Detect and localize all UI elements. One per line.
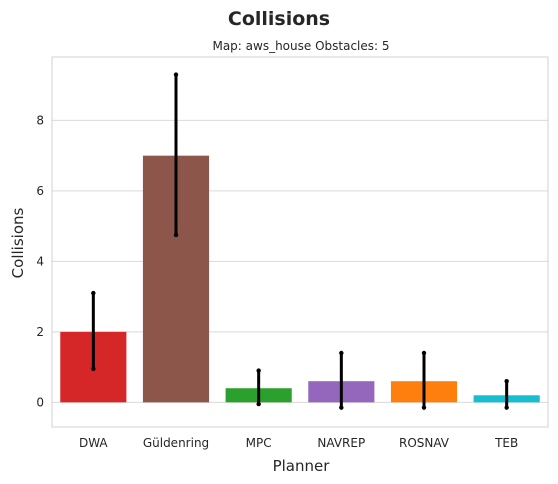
x-tick-label: ROSNAV [399,436,450,450]
error-cap [173,72,179,77]
y-axis-label: Collisions [9,208,27,279]
error-cap [504,405,509,410]
error-cap [91,366,96,372]
plot-area: 0 2 4 6 8 DWA Güldenring MPC NAVREP ROSNAV TEB [36,56,549,450]
y-tick-label: 6 [36,184,44,198]
x-tick-label: MPC [246,436,272,450]
error-cap [256,368,261,373]
error-cap [173,232,179,238]
x-axis-label: Planner [273,457,331,475]
error-cap [256,401,261,407]
error-cap [339,405,344,410]
x-tick-label: TEB [494,436,518,450]
error-cap [339,350,344,356]
plot-frame [51,56,549,428]
error-cap [421,350,427,356]
chart-title: Collisions [228,8,330,30]
x-tick-label: DWA [79,436,108,450]
x-tick-label: NAVREP [317,436,365,450]
chart-subtitle: Map: aws_house Obstacles: 5 [212,39,389,53]
y-tick-label: 4 [36,254,44,268]
error-cap [91,290,96,296]
error-cap [504,378,509,384]
y-tick-label: 2 [36,325,44,339]
y-tick-label: 8 [36,113,44,127]
x-tick-label: Güldenring [143,436,209,450]
y-tick-label: 0 [36,395,44,409]
error-cap [421,405,427,410]
